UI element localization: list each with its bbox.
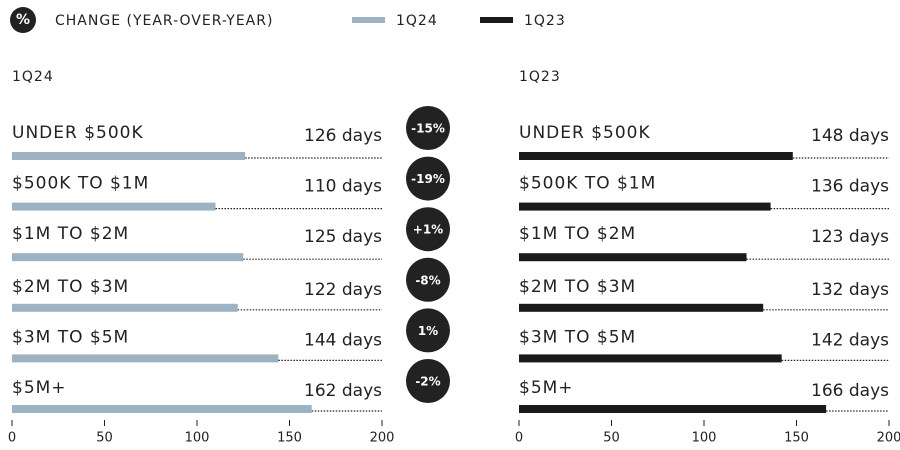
bar [12,303,238,312]
category-label: UNDER $500K [519,123,651,143]
value-label: 136 days [811,177,889,197]
legend-label: 1Q24 [396,13,438,29]
x-tick-label: 150 [784,431,809,446]
bar [519,152,793,160]
value-label: 110 days [304,177,382,197]
category-label: $1M TO $2M [12,224,129,244]
value-label: 126 days [304,126,382,146]
bar [12,152,246,160]
change-label: 1% [418,324,438,338]
value-label: 142 days [811,330,889,350]
panel-title: 1Q23 [519,69,561,85]
bar [12,354,279,363]
bar [519,202,771,211]
x-tick-label: 0 [8,431,16,446]
bar [519,405,827,413]
legend-icon [10,7,36,33]
change-label: -2% [415,375,440,389]
category-label: $3M TO $5M [12,327,129,347]
x-tick-label: 100 [185,431,210,446]
legend-icon-symbol: % [16,12,30,28]
value-label: 148 days [811,126,889,146]
category-label: $2M TO $3M [12,277,129,297]
change-label: +1% [413,223,443,237]
category-label: $500K TO $1M [519,174,656,194]
x-tick-label: 0 [515,431,523,446]
legend-swatch [480,17,513,23]
x-tick-label: 200 [370,431,395,446]
category-label: $3M TO $5M [519,327,636,347]
category-label: $1M TO $2M [519,224,636,244]
value-label: 132 days [811,280,889,300]
legend-label: 1Q23 [524,13,566,29]
value-label: 162 days [304,381,382,401]
category-label: UNDER $500K [12,123,144,143]
bar [519,354,782,363]
bar [519,303,764,312]
value-label: 144 days [304,330,382,350]
category-label: $500K TO $1M [12,174,149,194]
x-tick-label: 50 [96,431,113,446]
value-label: 125 days [304,227,382,247]
change-label: -19% [411,172,445,186]
value-label: 123 days [811,227,889,247]
value-label: 166 days [811,381,889,401]
change-badge [406,308,450,353]
panel-title: 1Q24 [12,69,54,85]
change-badge [406,207,450,252]
x-tick-label: 200 [877,431,900,446]
bar [12,405,312,413]
x-tick-label: 100 [692,431,717,446]
legend-swatch [352,17,385,23]
category-label: $5M+ [519,378,574,398]
change-label: -8% [415,273,440,287]
bar [12,202,216,211]
change-badge [406,106,450,150]
change-badge [406,257,450,302]
legend-title: CHANGE (YEAR-OVER-YEAR) [55,13,273,29]
x-tick-label: 150 [277,431,302,446]
bar [12,253,244,262]
x-tick-label: 50 [603,431,620,446]
bar [519,253,747,262]
change-badge [406,156,450,201]
change-label: -15% [411,122,445,136]
change-badge [406,359,450,403]
category-label: $2M TO $3M [519,277,636,297]
value-label: 122 days [304,280,382,300]
category-label: $5M+ [12,378,67,398]
